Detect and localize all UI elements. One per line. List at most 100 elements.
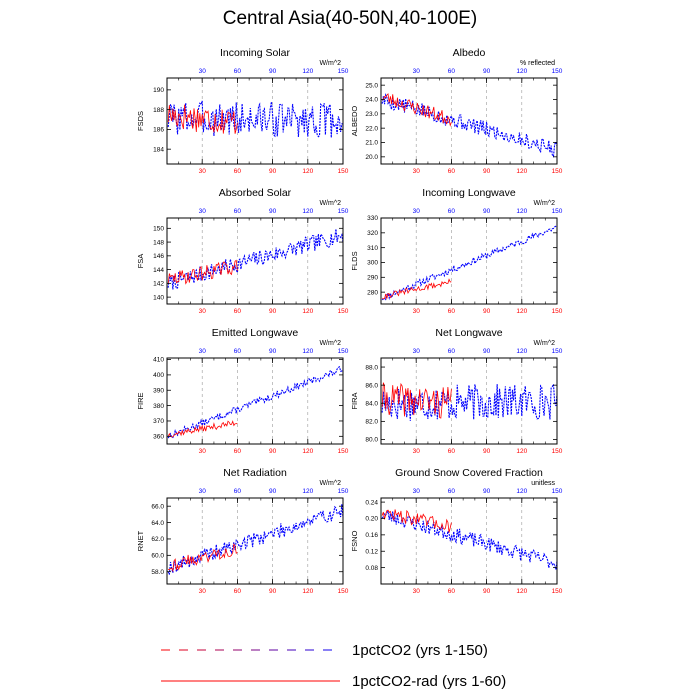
y-tick-label: 20.0 xyxy=(365,154,378,161)
plot-frame xyxy=(166,357,344,445)
x-tick-label-bottom: 60 xyxy=(234,308,242,315)
y-tick-label: 290 xyxy=(367,275,378,282)
y-axis-label: FIRA xyxy=(350,392,359,409)
series-line-1pctco2 xyxy=(167,504,344,575)
y-tick-label: 80.0 xyxy=(365,437,378,444)
y-tick-label: 400 xyxy=(153,372,164,379)
x-tick-label-top: 150 xyxy=(338,348,349,355)
units-label: W/m^2 xyxy=(319,200,341,207)
series-line-1pctco2-rad xyxy=(167,420,238,438)
y-axis-label: FIRE xyxy=(136,392,145,409)
x-tick-label-top: 150 xyxy=(552,208,563,215)
y-tick-label: 380 xyxy=(153,403,164,410)
x-tick-label-bottom: 120 xyxy=(516,308,527,315)
y-tick-label: 86.0 xyxy=(365,382,378,389)
x-tick-label-top: 30 xyxy=(199,348,207,355)
x-tick-label-top: 60 xyxy=(234,348,242,355)
y-tick-label: 21.0 xyxy=(365,140,378,147)
y-tick-label: 390 xyxy=(153,387,164,394)
series-line-1pctco2-rad xyxy=(381,509,452,533)
x-tick-label-bottom: 150 xyxy=(338,168,349,175)
x-tick-label-bottom: 30 xyxy=(413,168,421,175)
units-label: W/m^2 xyxy=(319,340,341,347)
x-tick-label-bottom: 120 xyxy=(516,588,527,595)
x-tick-label-top: 150 xyxy=(552,68,563,75)
x-tick-label-top: 90 xyxy=(483,348,491,355)
series-line-1pctco2-rad xyxy=(381,93,452,127)
x-tick-label-top: 60 xyxy=(448,208,456,215)
x-tick-label-top: 90 xyxy=(269,348,277,355)
y-tick-label: 58.0 xyxy=(151,569,164,576)
x-tick-label-bottom: 120 xyxy=(302,168,313,175)
y-tick-label: 410 xyxy=(153,357,164,364)
y-tick-label: 300 xyxy=(367,260,378,267)
y-tick-label: 142 xyxy=(153,281,164,288)
x-tick-label-top: 90 xyxy=(269,68,277,75)
x-tick-label-bottom: 120 xyxy=(302,448,313,455)
x-tick-label-bottom: 150 xyxy=(552,588,563,595)
plot-frame xyxy=(166,497,344,585)
x-tick-label-top: 150 xyxy=(338,68,349,75)
panel-title: Absorbed Solar xyxy=(219,187,292,199)
x-tick-label-top: 60 xyxy=(448,68,456,75)
x-tick-label-bottom: 90 xyxy=(483,308,491,315)
y-tick-label: 64.0 xyxy=(151,520,164,527)
x-tick-label-top: 60 xyxy=(234,68,242,75)
x-tick-label-top: 120 xyxy=(302,488,313,495)
x-tick-label-bottom: 60 xyxy=(448,308,456,315)
y-axis-label: ALBEDO xyxy=(350,106,359,137)
x-tick-label-top: 90 xyxy=(483,208,491,215)
x-tick-label-bottom: 150 xyxy=(552,168,563,175)
x-tick-label-top: 120 xyxy=(302,348,313,355)
y-tick-label: 148 xyxy=(153,239,164,246)
units-label: W/m^2 xyxy=(533,340,555,347)
y-tick-label: 82.0 xyxy=(365,419,378,426)
figure-title: Central Asia(40-50N,40-100E) xyxy=(222,8,478,29)
x-tick-label-top: 120 xyxy=(516,488,527,495)
x-tick-label-top: 120 xyxy=(516,208,527,215)
y-tick-label: 280 xyxy=(367,289,378,296)
x-tick-label-bottom: 90 xyxy=(269,588,277,595)
x-tick-label-bottom: 120 xyxy=(516,448,527,455)
x-tick-label-top: 150 xyxy=(338,208,349,215)
x-tick-label-bottom: 90 xyxy=(269,448,277,455)
y-tick-label: 140 xyxy=(153,294,164,301)
x-tick-label-top: 60 xyxy=(448,488,456,495)
x-tick-label-top: 150 xyxy=(338,488,349,495)
x-tick-label-top: 90 xyxy=(483,68,491,75)
y-tick-label: 144 xyxy=(153,267,164,274)
y-tick-label: 0.12 xyxy=(365,548,378,555)
x-tick-label-top: 90 xyxy=(269,488,277,495)
series-line-1pctco2 xyxy=(381,225,558,301)
x-tick-label-bottom: 60 xyxy=(234,168,242,175)
x-tick-label-bottom: 120 xyxy=(302,308,313,315)
x-tick-label-top: 30 xyxy=(413,348,421,355)
series-line-1pctco2 xyxy=(167,228,344,290)
y-tick-label: 310 xyxy=(367,245,378,252)
y-axis-label: FLDS xyxy=(350,251,359,270)
y-tick-label: 320 xyxy=(367,230,378,237)
units-label: unitless xyxy=(531,480,555,487)
y-tick-label: 188 xyxy=(153,107,164,114)
y-tick-label: 60.0 xyxy=(151,553,164,560)
x-tick-label-top: 120 xyxy=(302,68,313,75)
y-tick-label: 66.0 xyxy=(151,503,164,510)
x-tick-label-bottom: 90 xyxy=(483,168,491,175)
x-tick-label-bottom: 150 xyxy=(338,588,349,595)
y-tick-label: 88.0 xyxy=(365,364,378,371)
y-axis-label: RNET xyxy=(136,530,145,551)
y-tick-label: 23.0 xyxy=(365,111,378,118)
series-line-1pctco2-rad xyxy=(167,543,238,573)
y-tick-label: 184 xyxy=(153,146,164,153)
series-line-1pctco2 xyxy=(381,93,558,158)
y-axis-label: FSDS xyxy=(136,111,145,131)
y-tick-label: 22.0 xyxy=(365,125,378,132)
x-tick-label-bottom: 30 xyxy=(199,588,207,595)
x-tick-label-bottom: 60 xyxy=(448,448,456,455)
series-line-1pctco2-rad xyxy=(381,278,452,300)
panel-title: Albedo xyxy=(453,47,486,59)
y-tick-label: 186 xyxy=(153,127,164,134)
x-tick-label-bottom: 90 xyxy=(483,448,491,455)
y-tick-label: 370 xyxy=(153,418,164,425)
